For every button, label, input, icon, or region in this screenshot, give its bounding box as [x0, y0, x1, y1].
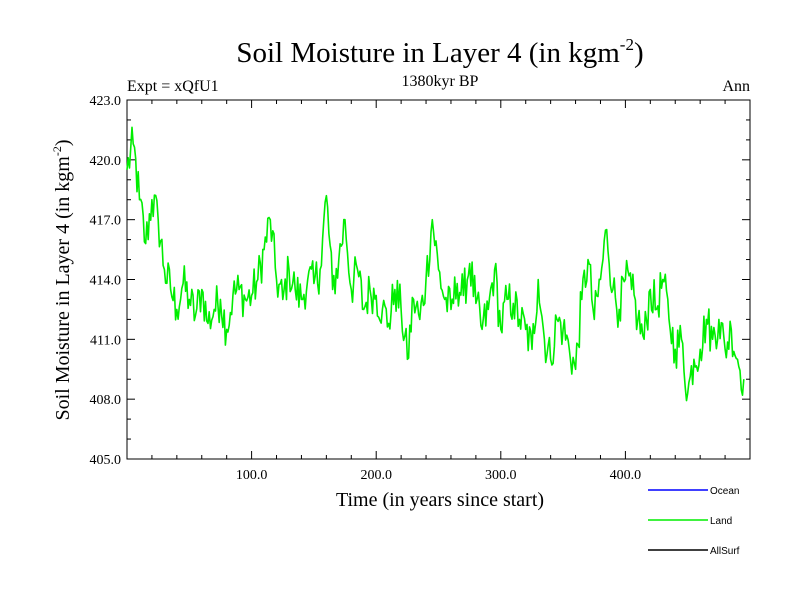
x-tick-label: 200.0 [360, 468, 392, 483]
period-label: 1380kyr BP [402, 73, 479, 90]
x-tick-label: 400.0 [610, 468, 642, 483]
y-tick-label: 411.0 [90, 333, 121, 348]
legend-label-land: Land [710, 516, 732, 527]
y-tick-label: 414.0 [90, 274, 122, 289]
y-axis-label: Soil Moisture in Layer 4 (in kgm-2) [50, 139, 74, 420]
season-label: Ann [722, 78, 750, 95]
y-tick-label: 420.0 [90, 154, 122, 169]
legend-label-ocean: Ocean [710, 486, 739, 497]
chart-title: Soil Moisture in Layer 4 (in kgm-2) [236, 35, 643, 69]
y-tick-label: 423.0 [90, 94, 122, 109]
x-tick-label: 100.0 [236, 468, 268, 483]
experiment-label: Expt = xQfU1 [127, 78, 219, 95]
legend-label-allsurf: AllSurf [710, 546, 740, 557]
x-axis-label: Time (in years since start) [336, 489, 544, 511]
legend: Ocean Land AllSurf [648, 486, 740, 557]
y-tick-label: 405.0 [90, 453, 122, 468]
y-tick-label: 408.0 [90, 393, 122, 408]
series-line-land [126, 126, 745, 402]
series-group [126, 126, 745, 402]
y-tick-label: 417.0 [90, 214, 122, 229]
x-tick-label: 300.0 [485, 468, 517, 483]
y-axis: 405.0 408.0 411.0 414.0 417.0 420.0 423.0 [90, 94, 750, 468]
plot-frame [126, 99, 751, 460]
x-axis: 100.0 200.0 300.0 400.0 [151, 100, 726, 483]
